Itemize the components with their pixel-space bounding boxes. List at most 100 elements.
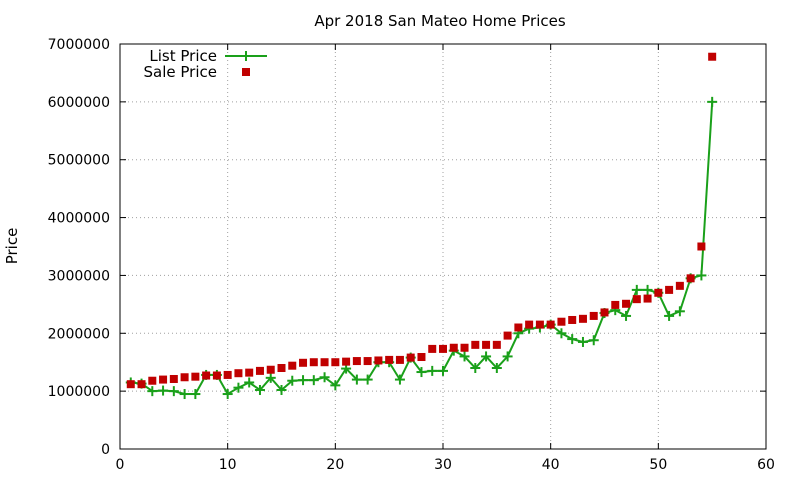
sale-price-point bbox=[169, 374, 178, 383]
y-axis-label: Price bbox=[3, 228, 21, 265]
sale-price-point bbox=[557, 317, 566, 326]
list-price-point bbox=[298, 375, 309, 386]
list-price-point bbox=[319, 372, 330, 383]
sale-price-point bbox=[245, 368, 254, 377]
x-tick-label: 40 bbox=[542, 457, 560, 473]
y-tick-label: 1000000 bbox=[48, 384, 110, 400]
sale-price-point bbox=[449, 343, 458, 352]
sale-price-point bbox=[234, 369, 243, 378]
list-price-point bbox=[265, 372, 276, 383]
sale-price-point bbox=[568, 315, 577, 324]
sale-price-point bbox=[159, 375, 168, 384]
list-price-point bbox=[502, 351, 513, 362]
sale-price-point bbox=[600, 308, 609, 317]
list-price-point bbox=[416, 367, 427, 378]
sale-price-point bbox=[622, 299, 631, 308]
list-price-point bbox=[222, 389, 233, 400]
list-price-point bbox=[351, 374, 362, 385]
list-price-point bbox=[168, 386, 179, 397]
sale-price-point bbox=[374, 356, 383, 365]
y-tick-label: 2000000 bbox=[48, 326, 110, 342]
sale-price-point bbox=[320, 358, 329, 367]
sale-price-point bbox=[632, 295, 641, 304]
y-tick-label: 5000000 bbox=[48, 153, 110, 169]
sale-price-point bbox=[202, 371, 211, 380]
series-layer bbox=[125, 52, 718, 400]
sale-price-point bbox=[686, 274, 695, 283]
sale-price-point bbox=[299, 358, 308, 367]
list-price-point bbox=[470, 363, 481, 373]
chart-title: Apr 2018 San Mateo Home Prices bbox=[314, 12, 565, 30]
sale-price-point bbox=[460, 343, 469, 352]
list-price-point bbox=[254, 384, 265, 395]
sale-price-point bbox=[266, 365, 275, 374]
list-price-point bbox=[674, 306, 685, 317]
list-price-point bbox=[664, 310, 675, 321]
list-price-point bbox=[179, 389, 190, 400]
sale-price-point bbox=[675, 281, 684, 290]
list-price-point bbox=[696, 270, 707, 281]
sale-price-point bbox=[255, 366, 264, 375]
y-tick-label: 3000000 bbox=[48, 268, 110, 284]
sale-price-point bbox=[492, 340, 501, 349]
sale-price-point bbox=[223, 370, 232, 379]
sale-price-point bbox=[578, 314, 587, 323]
legend-marker-list-price bbox=[241, 51, 251, 61]
sale-price-point bbox=[148, 376, 157, 385]
sale-price-point bbox=[654, 288, 663, 297]
sale-price-point bbox=[385, 355, 394, 364]
sale-price-point bbox=[471, 340, 480, 349]
list-price-point bbox=[158, 385, 169, 396]
list-price-line bbox=[130, 101, 714, 396]
list-price-point bbox=[491, 363, 502, 373]
sale-price-point bbox=[212, 371, 221, 380]
sale-price-point bbox=[126, 380, 135, 389]
y-tick-label: 6000000 bbox=[48, 95, 110, 111]
sale-price-point bbox=[611, 300, 620, 309]
list-price-point bbox=[427, 365, 438, 376]
list-price-point bbox=[147, 386, 158, 397]
sale-price-point bbox=[137, 380, 146, 389]
axis-ticks: 0 10 20 30 40 50 60 0 1000000 2000000 3000000 40000… bbox=[48, 37, 775, 473]
y-tick-label: 0 bbox=[101, 442, 110, 458]
sale-price-point bbox=[665, 285, 674, 294]
sale-price-point bbox=[277, 364, 286, 372]
sale-price-point bbox=[535, 320, 544, 329]
sale-price-point bbox=[309, 358, 318, 367]
sale-price-point bbox=[439, 344, 447, 353]
sale-price-point bbox=[589, 311, 598, 320]
sale-price-point bbox=[643, 294, 652, 303]
list-price-point bbox=[244, 377, 255, 388]
legend-marker-sale-price bbox=[242, 68, 250, 76]
list-price-point bbox=[567, 334, 578, 345]
list-price-point bbox=[459, 351, 470, 362]
list-price-point bbox=[394, 374, 405, 385]
x-tick-label: 20 bbox=[326, 457, 344, 473]
x-tick-label: 60 bbox=[757, 457, 775, 473]
x-tick-label: 30 bbox=[434, 457, 452, 473]
list-price-point bbox=[308, 375, 319, 386]
x-tick-label: 0 bbox=[116, 457, 125, 473]
list-price-point bbox=[621, 310, 632, 321]
grid bbox=[120, 44, 766, 449]
sale-price-point bbox=[482, 340, 491, 349]
list-price-point bbox=[276, 384, 287, 395]
sale-price-point bbox=[180, 373, 189, 382]
x-tick-label: 50 bbox=[649, 457, 667, 473]
sale-price-point bbox=[503, 331, 512, 340]
list-price-point bbox=[190, 389, 201, 400]
x-tick-label: 10 bbox=[219, 457, 237, 473]
list-price-point bbox=[588, 335, 599, 346]
list-price-point bbox=[233, 382, 244, 393]
list-price-point bbox=[577, 336, 588, 347]
sale-price-point bbox=[331, 358, 340, 367]
sale-price-point bbox=[417, 353, 426, 362]
list-price-point bbox=[330, 380, 341, 391]
legend-label-list-price: List Price bbox=[149, 47, 217, 65]
sale-price-point bbox=[514, 323, 523, 332]
sale-price-point bbox=[395, 355, 404, 364]
sale-price-point bbox=[363, 357, 372, 366]
